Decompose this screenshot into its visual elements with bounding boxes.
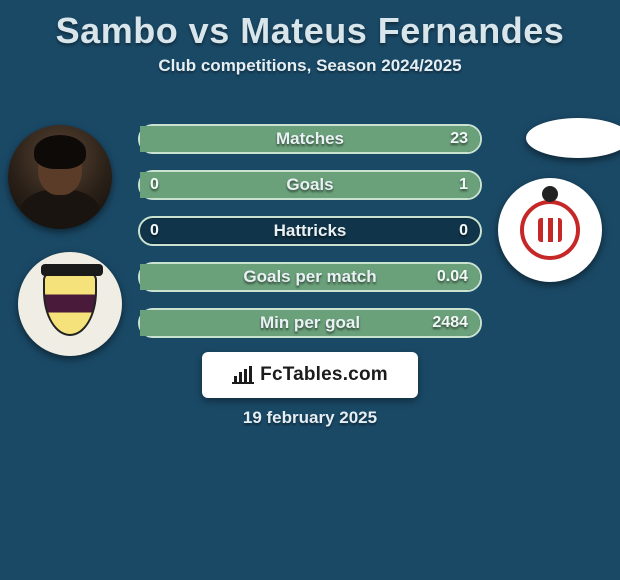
- stat-row: Min per goal2484: [138, 308, 482, 338]
- stat-label: Min per goal: [140, 310, 480, 336]
- stat-row: 0Hattricks0: [138, 216, 482, 246]
- stat-value-right: 1: [459, 172, 468, 198]
- player-left-avatar: [8, 125, 112, 229]
- date-label: 19 february 2025: [0, 408, 620, 428]
- stat-label: Hattricks: [140, 218, 480, 244]
- club-left-crest: [18, 252, 122, 356]
- branding-badge: FcTables.com: [202, 352, 418, 398]
- page-title: Sambo vs Mateus Fernandes: [0, 0, 620, 56]
- stat-row: Matches23: [138, 124, 482, 154]
- stat-label: Goals: [140, 172, 480, 198]
- stat-value-right: 2484: [432, 310, 468, 336]
- branding-text: FcTables.com: [260, 364, 388, 386]
- stat-row: 0Goals1: [138, 170, 482, 200]
- player-right-avatar: [526, 118, 620, 158]
- club-right-crest: [498, 178, 602, 282]
- stat-value-right: 0.04: [437, 264, 468, 290]
- stat-row: Goals per match0.04: [138, 262, 482, 292]
- stat-label: Goals per match: [140, 264, 480, 290]
- stat-label: Matches: [140, 126, 480, 152]
- stat-value-right: 23: [450, 126, 468, 152]
- subtitle: Club competitions, Season 2024/2025: [0, 56, 620, 94]
- stat-value-right: 0: [459, 218, 468, 244]
- chart-icon: [232, 366, 254, 384]
- stats-container: Matches230Goals10Hattricks0Goals per mat…: [138, 124, 482, 354]
